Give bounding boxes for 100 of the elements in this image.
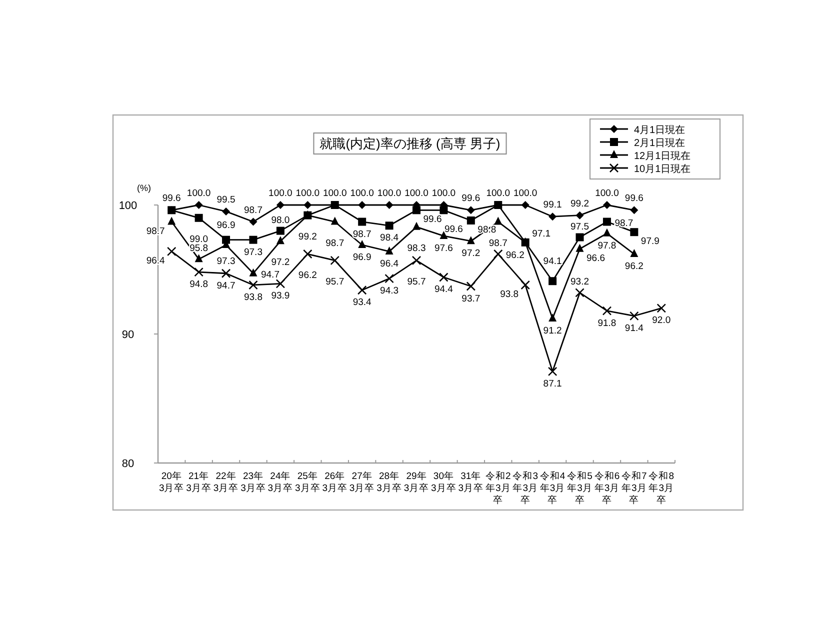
data-label: 91.8 (598, 318, 616, 329)
point (249, 236, 258, 244)
point (656, 304, 666, 313)
point (357, 285, 367, 295)
data-label: 99.2 (570, 198, 590, 210)
chart-title: 就職(内定)率の推移 (高専 男子) (320, 136, 500, 151)
x-tick-label: 29年3月卒 (404, 470, 430, 494)
x-tick-label: 令和3年3月卒 (512, 470, 538, 506)
x-tick-label: 令和8年3月卒 (648, 470, 674, 506)
data-label: 94.4 (434, 284, 453, 296)
data-label: 96.4 (146, 255, 165, 266)
data-label: 96.6 (586, 252, 606, 264)
data-label: 92.0 (652, 315, 671, 326)
point (412, 256, 422, 266)
x-tick-label: 25年3月卒 (295, 470, 320, 494)
point (548, 277, 557, 286)
x-tick-label: 20年3月卒 (158, 470, 184, 494)
data-label: 87.1 (543, 378, 562, 390)
data-label: 93.8 (244, 292, 262, 303)
data-label: 99.5 (216, 194, 236, 206)
data-label: 95.7 (326, 276, 344, 288)
data-label: 93.4 (352, 297, 372, 308)
point (194, 201, 203, 209)
data-label: 98.7 (146, 226, 165, 237)
data-label: 98.7 (614, 218, 634, 229)
point (440, 206, 448, 214)
point (194, 267, 204, 277)
data-label: 100.0 (268, 188, 292, 199)
data-label: 99.6 (444, 224, 463, 236)
point (494, 201, 502, 209)
data-label: 98.7 (352, 228, 372, 240)
point (548, 314, 557, 322)
x-tick-label: 26年3月卒 (322, 470, 348, 494)
data-label: 93.7 (462, 293, 480, 304)
x-tick-label: 23年3月卒 (240, 470, 266, 494)
point (548, 212, 557, 221)
data-label: 96.9 (352, 252, 372, 263)
data-label: 94.3 (380, 286, 399, 297)
point (466, 236, 475, 244)
point (303, 249, 312, 259)
point (194, 214, 203, 222)
x-tick-label: 令和4年3月卒 (540, 470, 566, 506)
point (576, 244, 584, 252)
point (194, 254, 203, 262)
data-label: 97.8 (598, 240, 616, 252)
data-label: 93.8 (500, 288, 519, 300)
legend-label: 10月1日現在 (634, 163, 691, 175)
point (493, 249, 503, 259)
point (575, 288, 584, 298)
point (602, 218, 611, 226)
data-label: 100.0 (296, 188, 320, 199)
data-label: 99.6 (462, 193, 480, 204)
y-tick-label: 90 (122, 329, 134, 341)
data-label: 99.1 (543, 200, 562, 211)
point (249, 218, 258, 226)
point (466, 282, 476, 291)
data-label: 99.0 (190, 234, 208, 245)
data-label: 96.4 (380, 258, 399, 270)
point (385, 201, 394, 209)
data-label: 100.0 (404, 188, 428, 199)
y-axis-title: (%) (137, 183, 151, 193)
legend-label: 2月1日現在 (634, 137, 686, 149)
data-label: 94.8 (190, 279, 208, 290)
point (385, 222, 394, 230)
data-label: 97.3 (244, 246, 262, 258)
y-tick-label: 100 (118, 200, 138, 212)
point (412, 222, 420, 230)
point (276, 279, 286, 288)
point (166, 246, 176, 256)
point (276, 201, 284, 209)
point (466, 216, 475, 224)
point (466, 206, 475, 214)
data-label: 100.0 (186, 188, 211, 199)
data-label: 95.7 (407, 276, 426, 288)
point (249, 268, 258, 276)
data-label: 97.1 (532, 228, 551, 240)
data-label: 97.2 (462, 248, 480, 260)
data-label: 100.0 (486, 188, 510, 199)
y-tick-label: 80 (122, 458, 134, 470)
data-label: 98.4 (380, 232, 399, 244)
data-label: 98.7 (244, 204, 262, 216)
data-label: 94.7 (216, 280, 236, 292)
x-tick-label: 24年3月卒 (268, 470, 294, 494)
data-label: 99.2 (298, 231, 317, 242)
point (358, 201, 366, 209)
data-label: 100.0 (322, 188, 347, 199)
point (248, 280, 258, 290)
point (384, 274, 394, 284)
legend-label: 4月1日現在 (634, 124, 686, 136)
point (494, 216, 502, 225)
point (276, 226, 284, 235)
data-label: 96.2 (506, 250, 524, 262)
point (548, 366, 558, 376)
point (330, 256, 340, 266)
point (439, 272, 448, 282)
data-label: 96.2 (298, 270, 317, 282)
point (330, 216, 339, 225)
x-tick-label: 令和7年3月卒 (622, 470, 647, 506)
point (576, 211, 584, 220)
data-label: 99.6 (624, 193, 644, 204)
